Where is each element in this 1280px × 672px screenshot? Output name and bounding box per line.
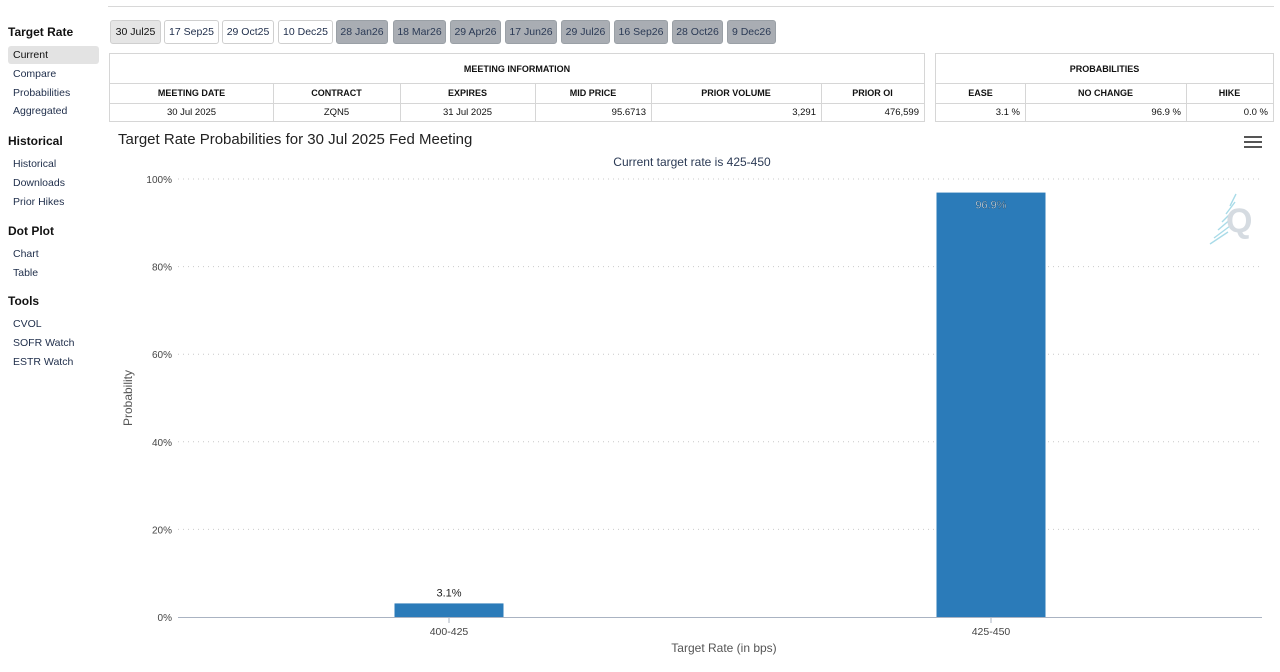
sidebar-item-cvol[interactable]: CVOL — [13, 318, 42, 330]
sidebar-item-aggregated[interactable]: Aggregated — [13, 105, 68, 118]
top-divider — [108, 6, 1274, 7]
cell-meeting-date: 30 Jul 2025 — [166, 107, 217, 118]
sidebar-item-probabilities[interactable]: Probabilities — [13, 86, 71, 99]
cell-mid-price: 95.6713 — [611, 107, 646, 118]
column-divider — [1186, 84, 1187, 121]
hamburger-menu-icon[interactable] — [1244, 136, 1262, 150]
y-tick-label: 80% — [152, 263, 172, 274]
chart-subtitle: Current target rate is 425-450 — [613, 155, 771, 169]
tab-9-dec26[interactable]: 9 Dec26 — [727, 20, 776, 44]
tab-17-jun26[interactable]: 17 Jun26 — [505, 20, 557, 44]
tab-28-oct26[interactable]: 28 Oct26 — [672, 20, 723, 44]
chart-title: Target Rate Probabilities for 30 Jul 202… — [118, 131, 473, 148]
sidebar-item-compare[interactable]: Compare — [13, 67, 57, 80]
tab-30-jul25[interactable]: 30 Jul25 — [110, 20, 161, 44]
column-divider — [535, 84, 536, 121]
column-header-expires: EXPIRES — [447, 88, 487, 98]
tab-28-jan26[interactable]: 28 Jan26 — [336, 20, 388, 44]
meeting-information-table: MEETING INFORMATION MEETING DATE 30 Jul 2… — [109, 53, 925, 122]
sidebar-section-dot-plot: Dot Plot — [8, 224, 54, 238]
y-axis-title: Probability — [121, 370, 135, 426]
bar-400-425 — [394, 603, 504, 617]
cell-expires: 31 Jul 2025 — [442, 107, 493, 118]
cell-hike: 0.0 % — [1243, 107, 1268, 118]
tab-29-oct25[interactable]: 29 Oct25 — [222, 20, 274, 44]
column-divider — [821, 84, 822, 121]
column-divider — [1025, 84, 1026, 121]
table-divider — [110, 103, 924, 104]
column-header-prior-volume: PRIOR VOLUME — [701, 88, 771, 98]
cell-contract: ZQN5 — [323, 107, 350, 118]
column-divider — [651, 84, 652, 121]
q-logo-icon: Q — [1209, 193, 1252, 245]
column-header-ease: EASE — [968, 88, 993, 98]
sidebar-section-tools: Tools — [8, 294, 40, 308]
cell-prior-volume: 3,291 — [792, 107, 816, 118]
column-divider — [273, 84, 274, 121]
x-tick-label: 400-425 — [430, 626, 469, 638]
tab-18-mar26[interactable]: 18 Mar26 — [393, 20, 446, 44]
cell-no-change: 96.9 % — [1151, 107, 1181, 118]
sidebar-section-target-rate: Target Rate — [8, 25, 74, 39]
sidebar-item-chart[interactable]: Chart — [13, 248, 39, 260]
cell-prior-oi: 476,599 — [884, 107, 919, 118]
tab-29-apr26[interactable]: 29 Apr26 — [450, 20, 501, 44]
x-axis-title: Target Rate (in bps) — [671, 641, 776, 655]
sidebar-item-estr-watch[interactable]: ESTR Watch — [13, 355, 74, 368]
tab-17-sep25[interactable]: 17 Sep25 — [164, 20, 219, 44]
meeting-table-title: MEETING INFORMATION — [110, 54, 924, 84]
sidebar-item-sofr-watch[interactable]: SOFR Watch — [13, 336, 75, 349]
sidebar-item-table[interactable]: Table — [13, 266, 39, 279]
x-tick-label: 425-450 — [972, 626, 1011, 638]
tab-10-dec25[interactable]: 10 Dec25 — [278, 20, 333, 44]
column-header-mid-price: MID PRICE — [569, 88, 617, 98]
column-divider — [400, 84, 401, 121]
column-header-contract: CONTRACT — [311, 88, 362, 98]
column-header-meeting-date: MEETING DATE — [157, 88, 226, 98]
table-divider — [936, 103, 1273, 104]
probabilities-table-title: PROBABILITIES — [936, 54, 1273, 84]
data-label: 3.1% — [436, 587, 461, 599]
chart-panel — [108, 124, 1280, 672]
cell-ease: 3.1 % — [995, 107, 1020, 118]
column-header-hike: HIKE — [1218, 88, 1241, 98]
y-tick-label: 0% — [158, 613, 173, 624]
y-tick-label: 20% — [152, 525, 172, 536]
y-tick-label: 60% — [152, 350, 172, 361]
bar-425-450 — [936, 192, 1046, 617]
y-tick-label: 40% — [152, 438, 172, 449]
column-header-no-change: NO CHANGE — [1077, 88, 1133, 98]
sidebar-item-downloads[interactable]: Downloads — [13, 176, 65, 189]
data-label: 96.9% — [975, 200, 1006, 212]
sidebar-section-historical: Historical — [8, 134, 63, 148]
y-tick-label: 100% — [146, 175, 172, 186]
tab-29-jul26[interactable]: 29 Jul26 — [561, 20, 610, 44]
sidebar-item-current[interactable]: Current — [8, 46, 99, 64]
column-header-prior-oi: PRIOR OI — [852, 88, 893, 98]
sidebar-item-prior-hikes[interactable]: Prior Hikes — [13, 195, 65, 208]
svg-text:Q: Q — [1226, 202, 1252, 240]
tab-16-sep26[interactable]: 16 Sep26 — [614, 20, 668, 44]
sidebar-item-historical[interactable]: Historical — [13, 158, 57, 170]
probabilities-table: PROBABILITIES EASE 3.1 % NO CHANGE 96.9 % HI… — [935, 53, 1274, 122]
